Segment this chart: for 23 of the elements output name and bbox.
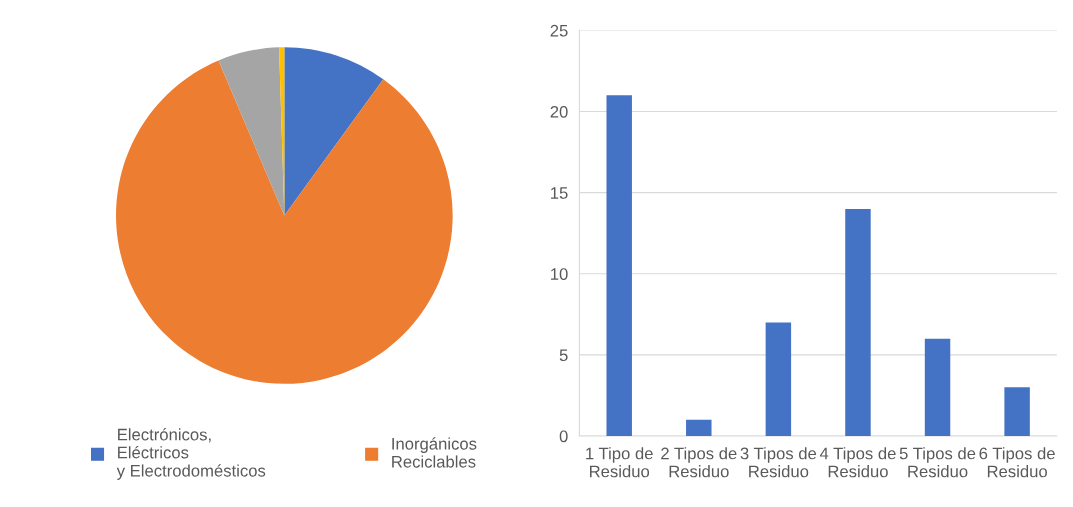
y-tick-label: 15 xyxy=(551,187,568,199)
y-tick-label: 0 xyxy=(559,430,568,443)
legend-label: Inorgánicos Reciclables xyxy=(392,437,477,468)
x-tick-label: 5 Tipos de Residuo xyxy=(899,447,976,478)
x-tick-label: 6 Tipos de Residuo xyxy=(979,447,1055,478)
x-tick-label: 4 Tipos de Residuo xyxy=(819,447,896,478)
bar xyxy=(686,419,712,437)
y-tick-label: 10 xyxy=(551,268,568,280)
bar xyxy=(1004,387,1030,437)
y-tick-label: 5 xyxy=(559,349,568,362)
bar xyxy=(845,208,871,437)
pie-slice xyxy=(116,60,453,384)
bar xyxy=(924,338,951,437)
legend-label: Electrónicos, Eléctricos y Electrodomésticos xyxy=(116,428,266,480)
x-tick-label: 2 Tipos de Residuo xyxy=(661,447,737,478)
y-tick-label: 25 xyxy=(550,24,568,37)
bar xyxy=(606,95,632,437)
x-tick-label: 3 Tipos de Residuo xyxy=(740,447,817,478)
bar xyxy=(765,322,792,437)
pie-slice xyxy=(284,47,384,216)
x-tick-label: 1 Tipo de Residuo xyxy=(586,447,653,478)
y-tick-label: 20 xyxy=(550,105,568,118)
pie-slice xyxy=(218,47,285,216)
